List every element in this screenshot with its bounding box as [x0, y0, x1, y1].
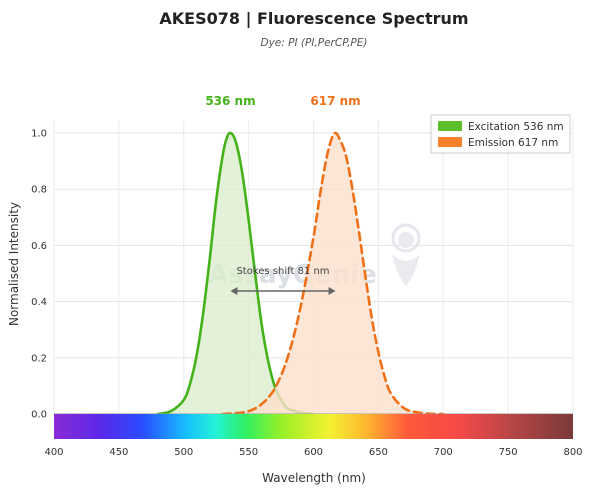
y-tick-label: 0.8	[31, 185, 47, 196]
y-tick-label: 0.4	[31, 297, 47, 308]
legend-swatch-excitation	[438, 121, 462, 131]
y-tick-label: 1.0	[31, 129, 47, 140]
spectrum-color-bar	[54, 414, 573, 439]
x-tick-label: 500	[174, 447, 193, 458]
emission-peak-label: 617 nm	[310, 94, 360, 108]
chart-title: AKES078 | Fluorescence Spectrum	[159, 9, 468, 29]
genie-logo-icon	[391, 223, 421, 286]
legend: Excitation 536 nm Emission 617 nm	[430, 114, 571, 154]
y-tick-label: 0.2	[31, 353, 47, 364]
axis-ticks: 0.0 0.2 0.4 0.6 0.8 1.0 400 450 500 550 600 650 700 7…	[31, 129, 582, 459]
x-tick-label: 650	[369, 447, 388, 458]
y-axis-label: Normalised Intensity	[7, 202, 21, 326]
x-axis-label: Wavelength (nm)	[262, 471, 366, 485]
emission-area	[222, 133, 444, 414]
grid	[53, 120, 574, 415]
x-tick-label: 450	[109, 447, 128, 458]
y-tick-label: 0.6	[31, 241, 47, 252]
stokes-shift-annotation: Stokes shift 81 nm	[230, 266, 336, 295]
series-layer: 536 nm 617 nm	[54, 94, 573, 416]
x-tick-label: 700	[434, 447, 453, 458]
y-tick-label: 0.0	[31, 410, 47, 421]
x-tick-label: 800	[563, 447, 582, 458]
chart-subtitle: Dye: PI (PI,PerCP,PE)	[261, 37, 368, 49]
arrowhead-left-icon	[230, 287, 238, 295]
arrowhead-right-icon	[328, 287, 336, 295]
x-tick-label: 400	[44, 447, 63, 458]
x-tick-label: 550	[239, 447, 258, 458]
legend-swatch-emission	[438, 137, 462, 147]
legend-label-excitation: Excitation 536 nm	[468, 121, 564, 133]
emission-curve	[221, 131, 445, 416]
x-tick-label: 600	[304, 447, 323, 458]
x-tick-label: 750	[499, 447, 518, 458]
legend-label-emission: Emission 617 nm	[468, 137, 558, 149]
stokes-shift-label: Stokes shift 81 nm	[236, 266, 329, 277]
excitation-peak-label: 536 nm	[205, 94, 255, 108]
excitation-area	[157, 132, 314, 414]
